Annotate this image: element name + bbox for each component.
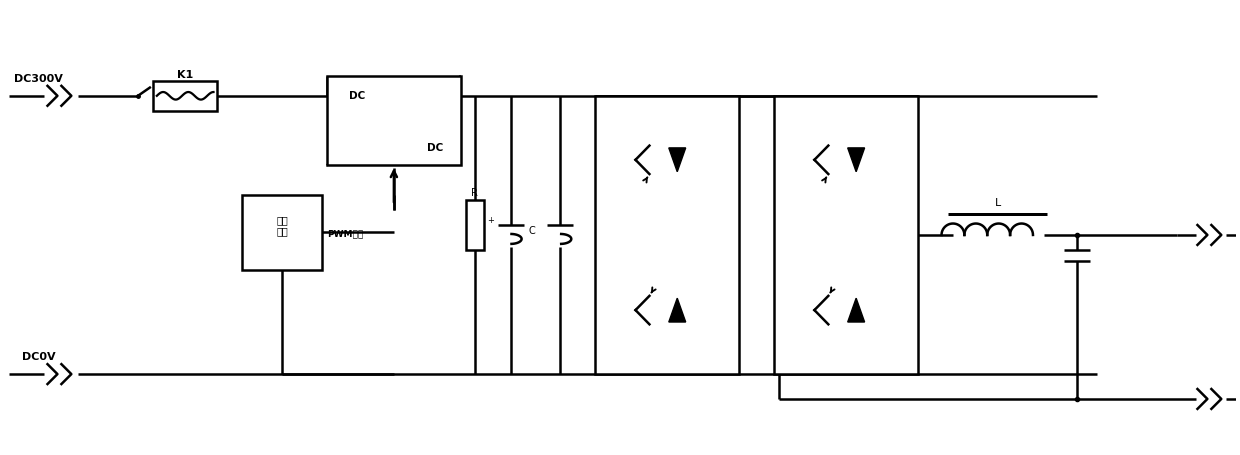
Polygon shape (848, 149, 864, 172)
Text: C: C (528, 226, 534, 236)
Text: +: + (487, 215, 495, 224)
Text: PWM控制: PWM控制 (327, 228, 363, 238)
Bar (595, 96, 739, 374)
Polygon shape (668, 149, 686, 172)
Bar (774, 96, 918, 374)
Text: DC300V: DC300V (14, 74, 63, 84)
Bar (153, 82, 217, 111)
Polygon shape (848, 298, 864, 322)
Text: 逆变
电路: 逆变 电路 (277, 214, 288, 236)
Text: R: R (471, 188, 479, 198)
Text: DC: DC (427, 143, 443, 153)
Bar (327, 77, 461, 166)
Text: L: L (994, 198, 1001, 207)
Text: K1: K1 (177, 70, 193, 80)
Polygon shape (668, 298, 686, 322)
Bar (242, 196, 322, 270)
Text: DC0V: DC0V (22, 351, 56, 361)
Text: DC: DC (348, 91, 365, 101)
Bar (466, 201, 484, 250)
